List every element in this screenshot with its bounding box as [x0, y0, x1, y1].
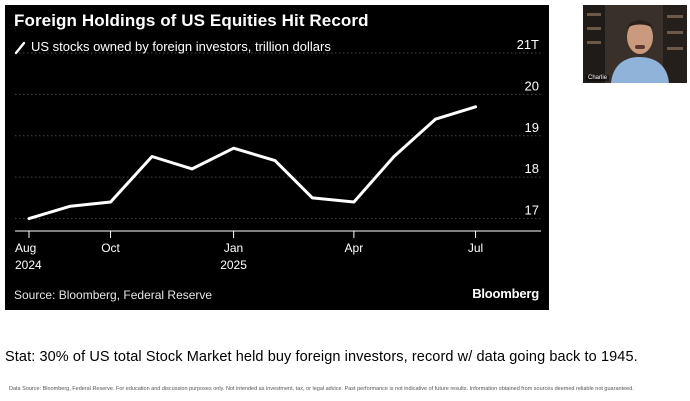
- series-line: [27, 105, 478, 221]
- stat-caption: Stat: 30% of US total Stock Market held …: [5, 349, 638, 365]
- webcam-tile: Charlie: [583, 5, 687, 83]
- webcam-video: [583, 5, 687, 83]
- x-tick-label: Oct: [101, 241, 120, 255]
- chart-title: Foreign Holdings of US Equities Hit Reco…: [14, 11, 369, 30]
- x-tick-label: Aug: [15, 241, 36, 255]
- participant-name: Charlie: [586, 75, 610, 81]
- line-chart: 17 18 19 20 21T Aug 2024 Oct Jan 2025 Apr Jul: [15, 37, 541, 272]
- y-tick-label: 18: [525, 161, 539, 176]
- y-tick-label: 20: [525, 78, 539, 93]
- chart-panel: 17 18 19 20 21T Aug 2024 Oct Jan 2025 Apr Jul Forei…: [5, 5, 549, 310]
- x-tick-label: Apr: [345, 241, 364, 255]
- bloomberg-logo: Bloomberg: [472, 286, 539, 301]
- x-tick-year-label: 2024: [15, 258, 42, 272]
- chart-subtitle: US stocks owned by foreign investors, tr…: [31, 39, 331, 54]
- chart-source: Source: Bloomberg, Federal Reserve: [14, 288, 213, 302]
- y-tick-label: 17: [525, 203, 539, 218]
- y-tick-label: 21T: [517, 37, 539, 52]
- disclaimer: Data Source: Bloomberg, Federal Reserve.…: [9, 386, 634, 392]
- slash-icon: [14, 41, 26, 55]
- x-tick-label: Jan: [224, 241, 243, 255]
- y-tick-label: 19: [525, 120, 539, 135]
- x-tick-year-label: 2025: [220, 258, 247, 272]
- x-tick-label: Jul: [468, 241, 483, 255]
